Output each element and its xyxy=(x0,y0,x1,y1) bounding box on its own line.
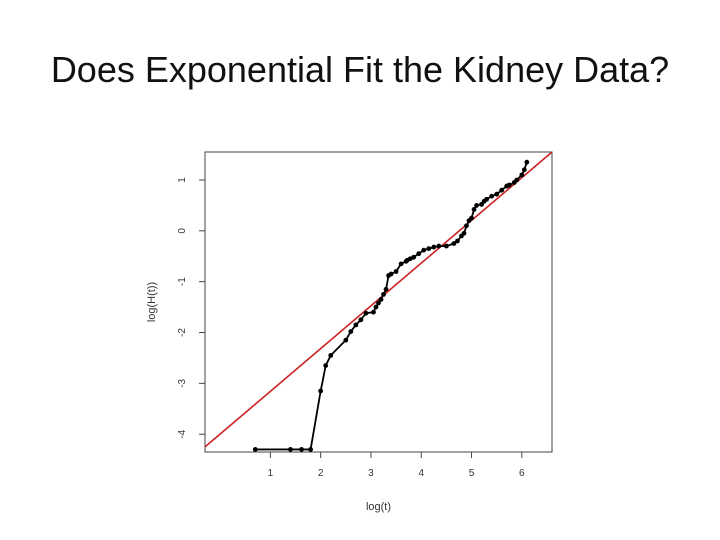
data-point xyxy=(519,172,525,178)
data-point xyxy=(376,300,381,306)
data-point xyxy=(455,238,460,244)
data-point xyxy=(318,388,324,394)
data-point xyxy=(484,196,490,202)
data-point xyxy=(378,297,384,302)
data-point xyxy=(288,447,293,452)
x-axis-title: log(t) xyxy=(366,501,391,513)
data-point xyxy=(328,352,334,358)
data-point xyxy=(461,230,467,236)
data-point xyxy=(393,269,399,274)
data-point xyxy=(299,447,304,452)
y-tick-label: -2 xyxy=(177,328,188,337)
slide-title: Does Exponential Fit the Kidney Data? xyxy=(50,49,670,90)
data-point xyxy=(353,322,359,328)
data-point xyxy=(421,247,427,253)
data-point xyxy=(343,337,349,343)
data-point xyxy=(471,207,477,212)
data-point xyxy=(363,310,369,316)
data-point xyxy=(431,244,437,250)
plot-frame xyxy=(204,151,553,453)
data-point xyxy=(524,159,530,165)
data-point xyxy=(494,191,500,197)
data-point xyxy=(416,251,422,257)
data-point xyxy=(426,246,432,252)
data-point xyxy=(411,254,417,260)
x-tick-label: 1 xyxy=(268,468,274,479)
y-tick-label: -4 xyxy=(177,429,188,438)
data-point xyxy=(443,243,449,249)
y-tick-label: 1 xyxy=(177,177,188,183)
y-tick-label: -3 xyxy=(177,378,188,387)
data-point xyxy=(474,202,479,208)
x-tick-label: 3 xyxy=(368,468,374,479)
data-point xyxy=(373,304,379,310)
axes: 1 2 3 4 5 6 -4 -3 -2 -1 0 1 xyxy=(177,151,553,479)
data-point xyxy=(388,271,394,277)
series-layer xyxy=(252,159,530,452)
data-point xyxy=(398,261,404,267)
x-tick-label: 6 xyxy=(519,468,525,479)
data-point xyxy=(499,187,505,193)
exponential-reference-line xyxy=(204,151,553,448)
data-point xyxy=(383,286,389,292)
y-tick-label: -1 xyxy=(177,277,188,286)
data-point xyxy=(464,223,469,229)
y-axis-title: log(H(t)) xyxy=(146,282,158,322)
data-point xyxy=(381,291,386,297)
data-point xyxy=(348,329,354,334)
data-point xyxy=(371,309,376,315)
data-point xyxy=(436,243,442,249)
data-point xyxy=(514,177,520,183)
data-point xyxy=(252,447,258,452)
data-point xyxy=(506,182,512,188)
data-point xyxy=(308,447,314,452)
data-point xyxy=(489,193,495,199)
data-point xyxy=(451,241,457,246)
x-tick-label: 4 xyxy=(418,468,424,479)
data-point xyxy=(358,317,364,323)
series-line xyxy=(255,161,528,451)
y-tick-label: 0 xyxy=(177,228,188,234)
reference-line-layer xyxy=(204,151,553,448)
data-point xyxy=(521,167,527,173)
data-point xyxy=(323,363,329,368)
x-tick-label: 5 xyxy=(469,468,475,479)
x-tick-label: 2 xyxy=(318,468,324,479)
data-point xyxy=(469,215,474,221)
